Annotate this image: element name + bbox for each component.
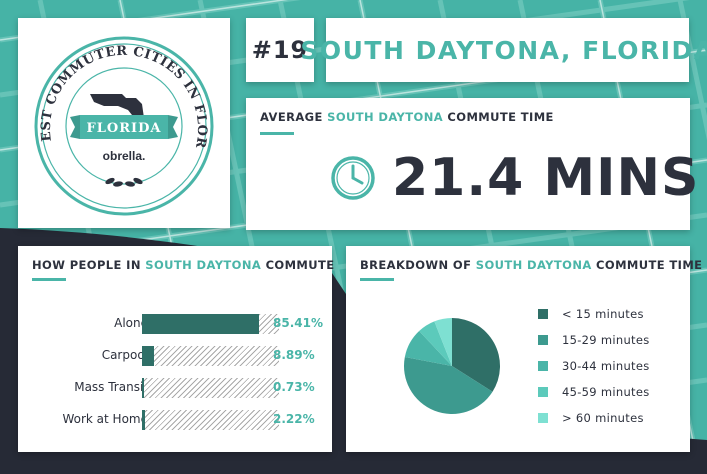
rank-number: #19 xyxy=(251,36,309,64)
bar-fill xyxy=(142,346,155,366)
legend-item: > 60 minutes xyxy=(538,411,644,425)
title-card: SOUTH DAYTONA, FLORIDA xyxy=(300,18,707,82)
heading-rule xyxy=(32,278,66,281)
commute-mode-row: Mass Transit 0.73% xyxy=(18,378,332,398)
bar-track xyxy=(142,346,279,366)
badge-state-label: FLORIDA xyxy=(87,121,162,136)
bar-value-label: 0.73% xyxy=(273,380,315,394)
legend-label: 30-44 minutes xyxy=(562,359,650,373)
commuter-cities-badge: 40 BEST COMMUTER CITIES IN FLORIDA FLORI… xyxy=(12,7,214,216)
legend-item: 30-44 minutes xyxy=(538,359,650,373)
legend-label: 45-59 minutes xyxy=(562,385,650,399)
legend-label: > 60 minutes xyxy=(562,411,644,425)
legend-item: 15-29 minutes xyxy=(538,333,650,347)
legend-label: 15-29 minutes xyxy=(562,333,650,347)
bar-value-label: 85.41% xyxy=(273,316,323,330)
legend-swatch xyxy=(538,309,548,319)
bar-category-label: Mass Transit xyxy=(74,380,148,394)
bar-category-label: Work at Home xyxy=(62,412,148,426)
bar-value-label: 8.89% xyxy=(273,348,315,362)
commute-mode-card: HOW PEOPLE IN SOUTH DAYTONA COMMUTE Alon… xyxy=(18,246,335,452)
bar-track xyxy=(142,410,279,430)
bar-category-label: Carpool xyxy=(101,348,148,362)
legend-item: 45-59 minutes xyxy=(538,385,650,399)
average-commute-card: AVERAGE SOUTH DAYTONA COMMUTE TIME 21.4 … xyxy=(246,98,698,230)
florida-map-icon xyxy=(90,94,148,134)
legend-swatch xyxy=(538,335,548,345)
average-commute-heading: AVERAGE SOUTH DAYTONA COMMUTE TIME xyxy=(260,110,554,124)
pie-slice xyxy=(404,357,493,414)
commute-mode-heading: HOW PEOPLE IN SOUTH DAYTONA COMMUTE xyxy=(32,258,335,272)
heading-rule xyxy=(260,132,294,135)
commute-time-card: BREAKDOWN OF SOUTH DAYTONA COMMUTE TIME … xyxy=(346,246,702,452)
bar-track xyxy=(142,378,279,398)
bar-fill xyxy=(142,314,259,334)
bar-category-label: Alone xyxy=(114,316,148,330)
commute-time-pie-chart xyxy=(404,318,500,414)
bar-fill xyxy=(142,378,144,398)
commute-mode-row: Carpool 8.89% xyxy=(18,346,332,366)
bar-fill xyxy=(142,410,146,430)
pie-slice xyxy=(434,318,452,366)
pie-slice xyxy=(452,318,500,392)
legend-item: < 15 minutes xyxy=(538,307,644,321)
legend-swatch xyxy=(538,387,548,397)
legend-label: < 15 minutes xyxy=(562,307,644,321)
average-commute-value: 21.4 MINS xyxy=(392,148,700,208)
obrella-logo: obrella. xyxy=(103,149,146,163)
bar-track xyxy=(142,314,279,334)
pie-slice xyxy=(419,321,452,366)
badge-card: 40 BEST COMMUTER CITIES IN FLORIDA FLORI… xyxy=(12,7,230,228)
bar-value-label: 2.22% xyxy=(273,412,315,426)
pie-slice xyxy=(404,331,452,366)
rank-card: #19 xyxy=(246,18,314,82)
laurel-icon xyxy=(105,177,143,187)
legend-swatch xyxy=(538,361,548,371)
commute-mode-row: Work at Home 2.22% xyxy=(18,410,332,430)
clock-icon xyxy=(331,156,375,200)
heading-rule xyxy=(360,278,394,281)
city-title: SOUTH DAYTONA, FLORIDA xyxy=(300,35,707,65)
commute-mode-row: Alone 85.41% xyxy=(18,314,332,334)
legend-swatch xyxy=(538,413,548,423)
commute-time-heading: BREAKDOWN OF SOUTH DAYTONA COMMUTE TIME xyxy=(360,258,703,272)
